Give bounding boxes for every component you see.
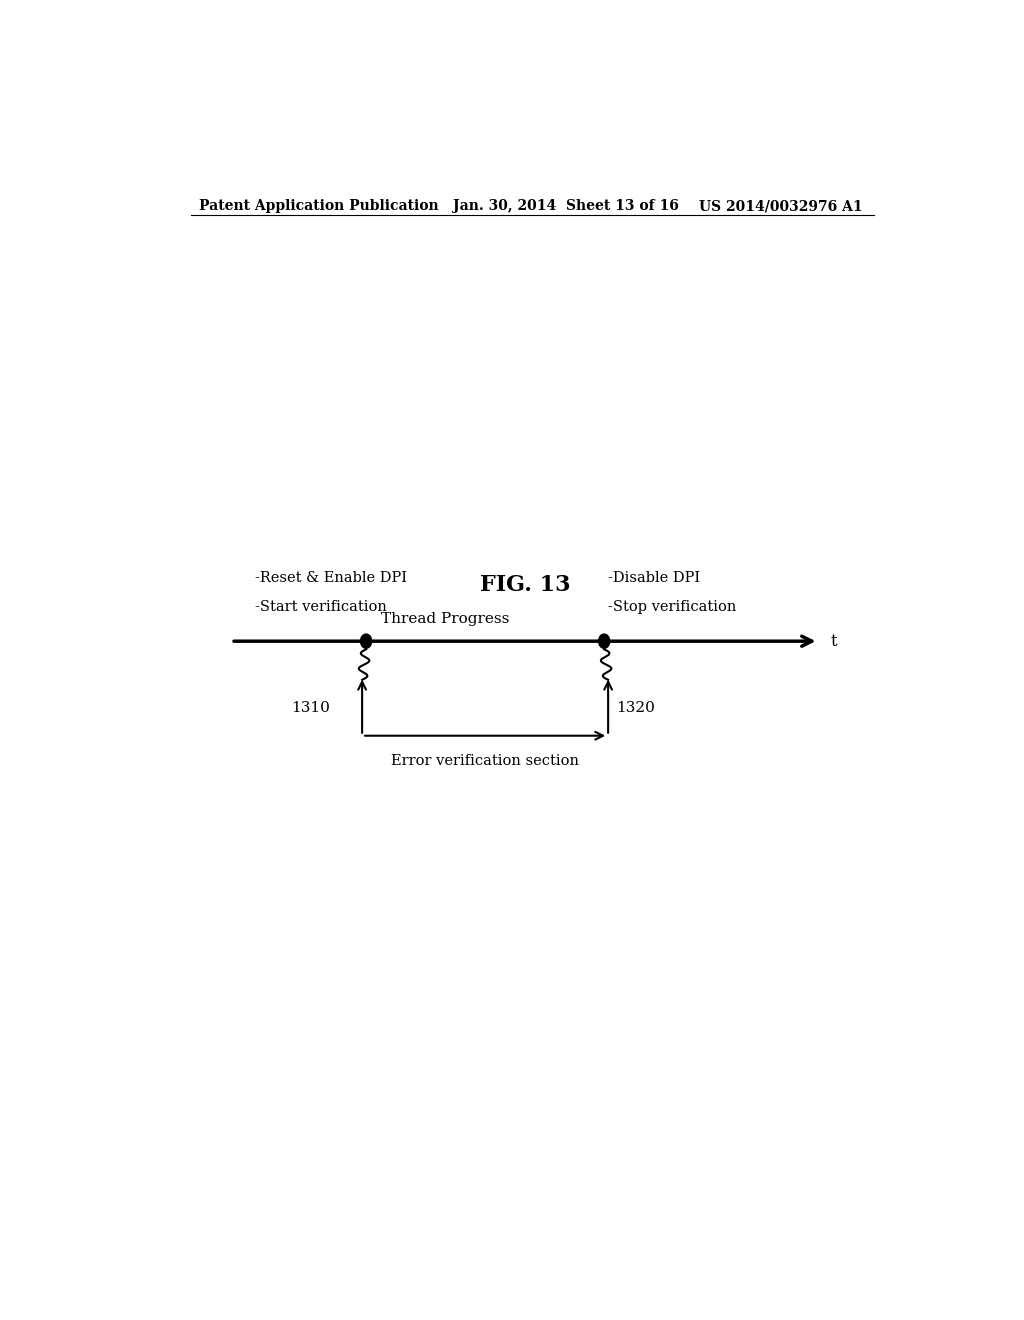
Text: Error verification section: Error verification section bbox=[391, 754, 580, 768]
Text: -Reset & Enable DPI: -Reset & Enable DPI bbox=[255, 572, 407, 585]
Text: t: t bbox=[830, 632, 837, 649]
Circle shape bbox=[360, 634, 372, 648]
Circle shape bbox=[599, 634, 609, 648]
Text: Patent Application Publication: Patent Application Publication bbox=[200, 199, 439, 213]
Text: 1320: 1320 bbox=[616, 701, 655, 714]
Text: Jan. 30, 2014  Sheet 13 of 16: Jan. 30, 2014 Sheet 13 of 16 bbox=[454, 199, 679, 213]
Text: -Disable DPI: -Disable DPI bbox=[608, 572, 700, 585]
Text: US 2014/0032976 A1: US 2014/0032976 A1 bbox=[699, 199, 863, 213]
Text: -Start verification: -Start verification bbox=[255, 599, 387, 614]
Text: Thread Progress: Thread Progress bbox=[381, 612, 510, 626]
Text: 1310: 1310 bbox=[291, 701, 330, 714]
Text: FIG. 13: FIG. 13 bbox=[479, 574, 570, 597]
Text: -Stop verification: -Stop verification bbox=[608, 599, 736, 614]
